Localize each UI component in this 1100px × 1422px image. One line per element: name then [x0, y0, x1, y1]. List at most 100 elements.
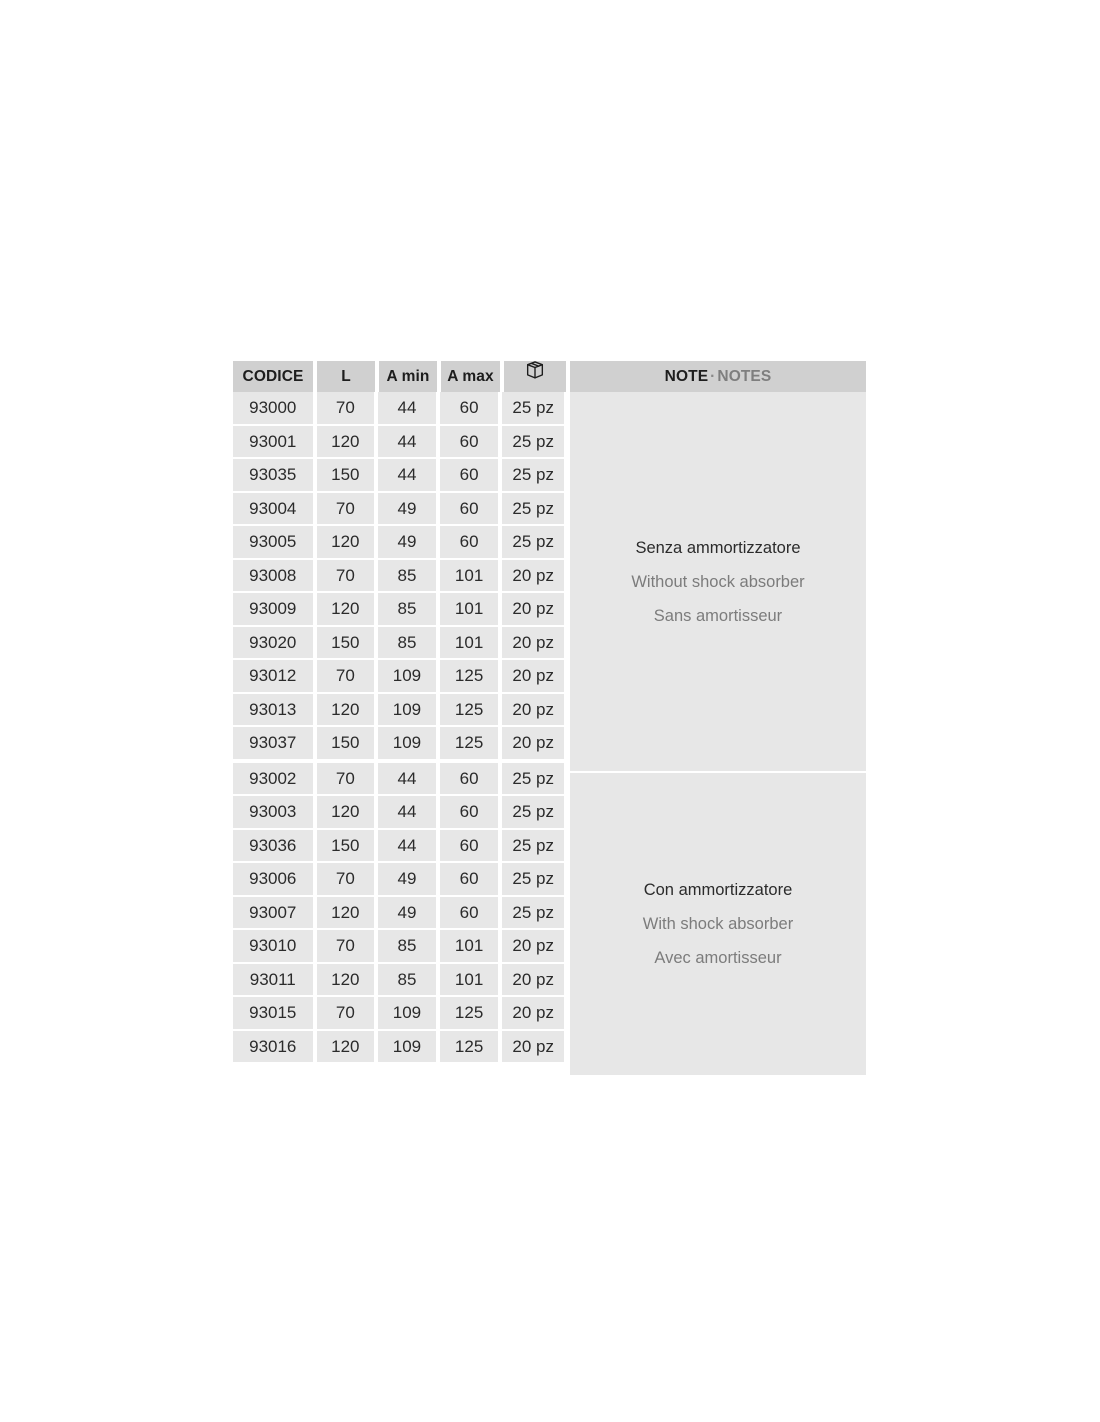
table-row: 93006 70 49 60 25 pz [233, 863, 565, 895]
cell-packaging: 20 pz [502, 930, 565, 962]
cell-a-min: 85 [378, 559, 436, 591]
table-row: 93010 70 85 101 20 pz [233, 930, 565, 962]
package-box-icon [524, 361, 546, 392]
cell-a-min: 44 [378, 425, 436, 457]
cell-packaging: 25 pz [502, 896, 565, 928]
cell-packaging: 25 pz [502, 492, 565, 524]
cell-codice: 93011 [233, 963, 313, 995]
cell-codice: 93036 [233, 829, 313, 861]
cell-a-min: 109 [378, 1030, 436, 1062]
cell-l: 150 [316, 626, 375, 658]
table-row: 93011 120 85 101 20 pz [233, 963, 565, 995]
cell-a-min: 44 [378, 762, 436, 794]
cell-l: 150 [316, 727, 375, 759]
cell-packaging: 20 pz [502, 660, 565, 692]
cell-a-max: 60 [439, 863, 499, 895]
note-french: Sans amortisseur [653, 606, 783, 625]
cell-codice: 93005 [233, 526, 313, 558]
cell-l: 70 [316, 930, 375, 962]
column-header-packaging [504, 361, 566, 392]
table-row: 93012 70 109 125 20 pz [233, 660, 565, 692]
data-columns: 93000 70 44 60 25 pz 93001 120 44 60 25 … [233, 392, 565, 1075]
cell-a-max: 125 [439, 1030, 499, 1062]
cell-a-max: 60 [439, 796, 499, 828]
table-row: 93035 150 44 60 25 pz [233, 459, 565, 491]
table-row: 93002 70 44 60 25 pz [233, 762, 565, 794]
cell-l: 70 [316, 762, 375, 794]
cell-a-max: 125 [439, 997, 499, 1029]
cell-a-max: 101 [439, 626, 499, 658]
cell-packaging: 25 pz [502, 459, 565, 491]
cell-l: 120 [316, 526, 375, 558]
cell-codice: 93008 [233, 559, 313, 591]
cell-a-max: 101 [439, 559, 499, 591]
notes-block-con-ammortizzatore: Con ammortizzatore With shock absorber A… [570, 773, 866, 1075]
cell-a-min: 49 [378, 492, 436, 524]
cell-a-min: 109 [378, 997, 436, 1029]
cell-a-min: 44 [378, 829, 436, 861]
cell-codice: 93003 [233, 796, 313, 828]
cell-l: 120 [316, 1030, 375, 1062]
table-row: 93005 120 49 60 25 pz [233, 526, 565, 558]
cell-a-max: 125 [439, 693, 499, 725]
cell-a-max: 60 [439, 896, 499, 928]
notes-header-english: NOTES [717, 368, 772, 385]
cell-a-max: 60 [439, 425, 499, 457]
cell-a-min: 109 [378, 727, 436, 759]
table-row: 93016 120 109 125 20 pz [233, 1030, 565, 1062]
product-specification-table: CODICE L A min A max NOTE · NOTES 93000 70 [233, 361, 866, 1075]
table-row: 93001 120 44 60 25 pz [233, 425, 565, 457]
note-italian: Con ammortizzatore [643, 881, 793, 899]
table-row: 93020 150 85 101 20 pz [233, 626, 565, 658]
cell-codice: 93035 [233, 459, 313, 491]
cell-packaging: 20 pz [502, 727, 565, 759]
cell-l: 70 [316, 492, 375, 524]
cell-a-min: 49 [378, 526, 436, 558]
column-header-codice: CODICE [233, 361, 313, 392]
cell-a-min: 49 [378, 863, 436, 895]
table-row: 93007 120 49 60 25 pz [233, 896, 565, 928]
cell-l: 120 [316, 963, 375, 995]
table-header-row: CODICE L A min A max NOTE · NOTES [233, 361, 866, 392]
notes-column: Senza ammortizzatore Without shock absor… [564, 392, 866, 1075]
cell-a-max: 60 [439, 829, 499, 861]
cell-codice: 93004 [233, 492, 313, 524]
cell-l: 150 [316, 459, 375, 491]
table-row: 93009 120 85 101 20 pz [233, 593, 565, 625]
table-row: 93003 120 44 60 25 pz [233, 796, 565, 828]
cell-a-min: 85 [378, 963, 436, 995]
cell-a-min: 44 [378, 459, 436, 491]
cell-codice: 93020 [233, 626, 313, 658]
cell-packaging: 20 pz [502, 593, 565, 625]
cell-a-max: 60 [439, 459, 499, 491]
cell-l: 120 [316, 796, 375, 828]
cell-a-max: 125 [439, 660, 499, 692]
column-header-a-min: A min [379, 361, 437, 392]
cell-packaging: 25 pz [502, 762, 565, 794]
cell-a-min: 109 [378, 693, 436, 725]
cell-packaging: 20 pz [502, 559, 565, 591]
cell-l: 120 [316, 896, 375, 928]
cell-codice: 93015 [233, 997, 313, 1029]
column-header-notes: NOTE · NOTES [570, 361, 866, 392]
cell-a-max: 101 [439, 593, 499, 625]
table-row: 93004 70 49 60 25 pz [233, 492, 565, 524]
note-italian: Senza ammortizzatore [635, 538, 801, 557]
cell-a-max: 101 [439, 963, 499, 995]
cell-a-max: 125 [439, 727, 499, 759]
cell-packaging: 25 pz [502, 863, 565, 895]
cell-a-max: 60 [439, 526, 499, 558]
cell-packaging: 20 pz [502, 693, 565, 725]
cell-codice: 93000 [233, 392, 313, 424]
table-row: 93036 150 44 60 25 pz [233, 829, 565, 861]
cell-codice: 93006 [233, 863, 313, 895]
table-row: 93037 150 109 125 20 pz [233, 727, 565, 759]
cell-packaging: 25 pz [502, 526, 565, 558]
column-header-a-max: A max [441, 361, 500, 392]
cell-codice: 93007 [233, 896, 313, 928]
cell-packaging: 25 pz [502, 425, 565, 457]
cell-packaging: 25 pz [502, 796, 565, 828]
cell-l: 120 [316, 425, 375, 457]
cell-a-min: 85 [378, 593, 436, 625]
cell-a-max: 101 [439, 930, 499, 962]
